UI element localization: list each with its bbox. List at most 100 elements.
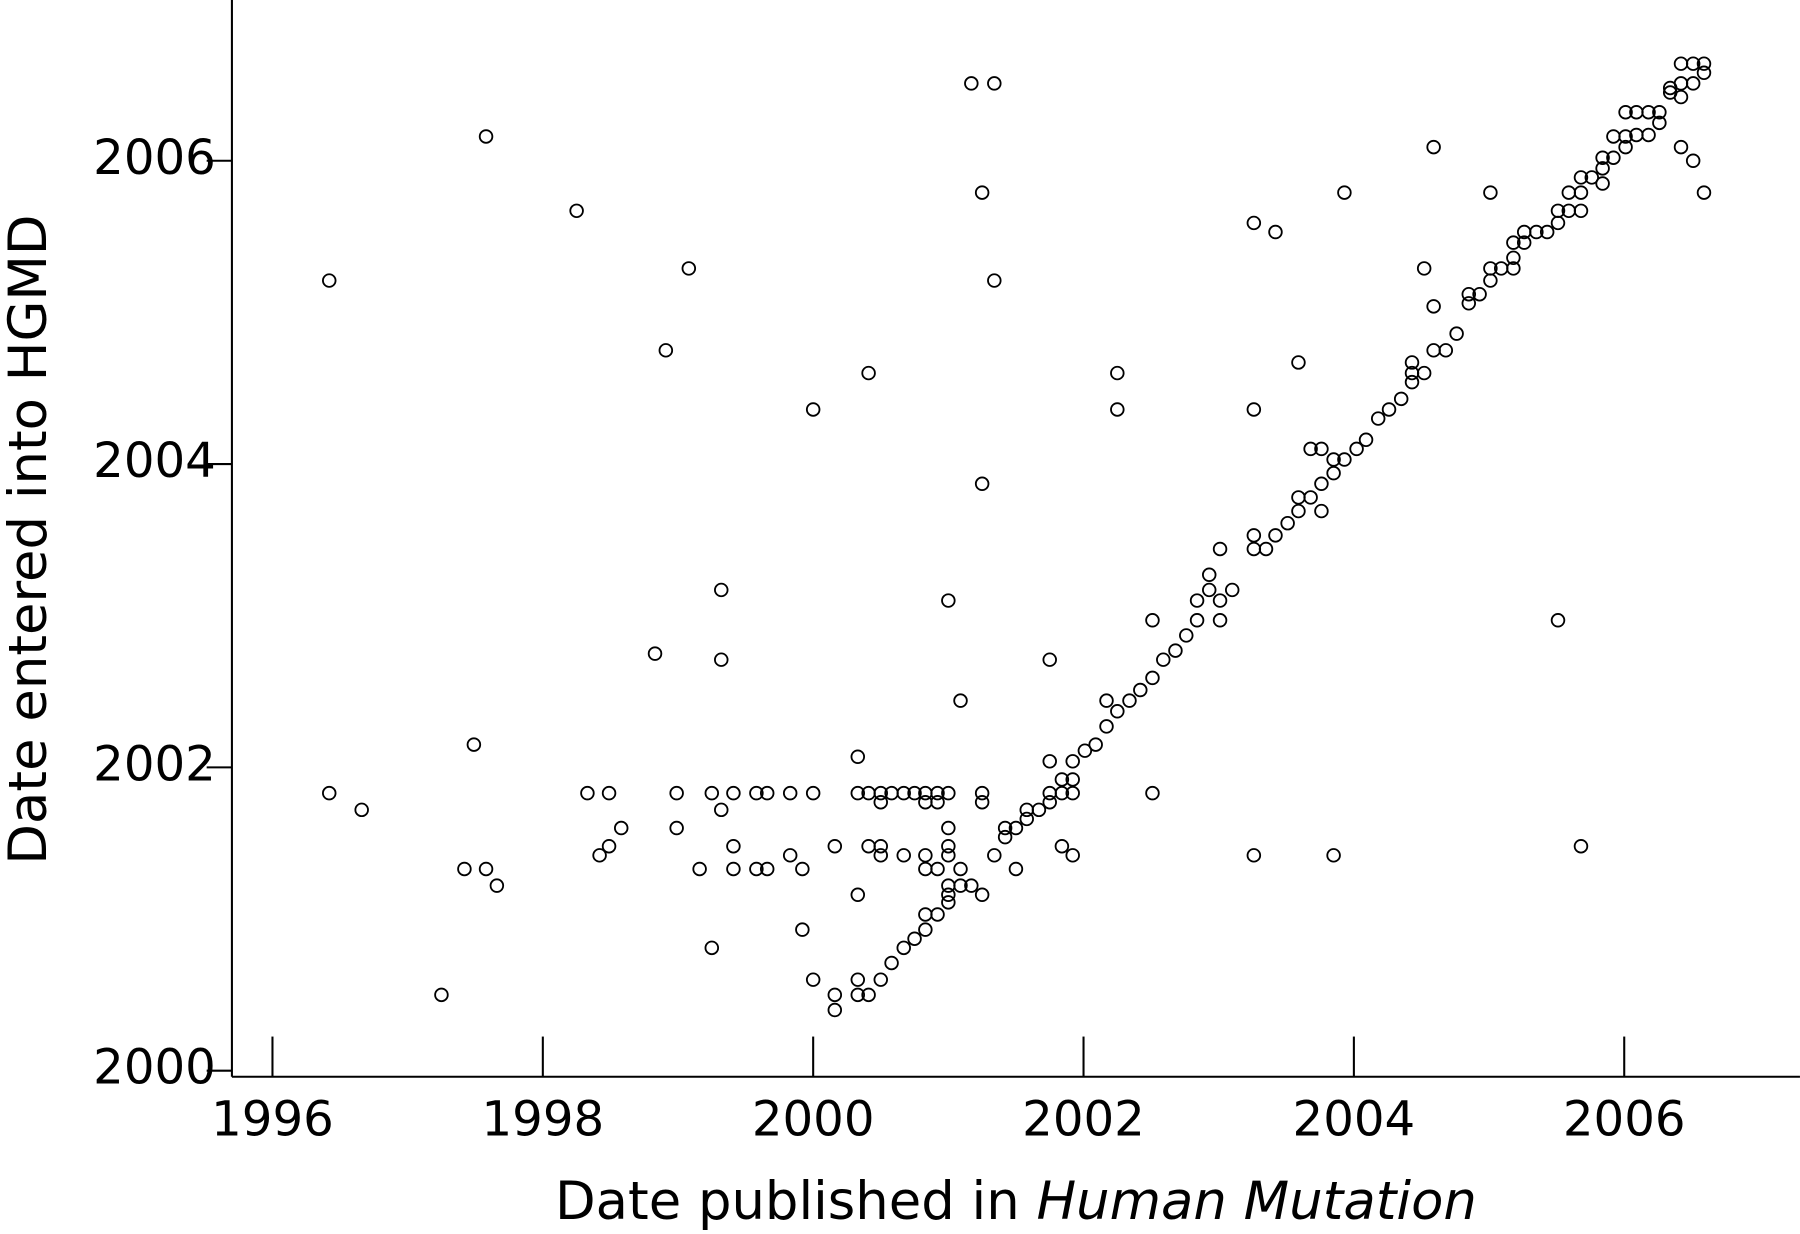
point [850,987,866,1003]
point [941,820,956,836]
point [726,838,741,854]
point [987,76,1002,91]
point [1426,299,1441,314]
point [704,940,720,956]
point [918,907,933,922]
point [953,878,968,893]
point [1606,150,1621,165]
point [592,848,607,863]
x-tick-label: 2002 [1022,1092,1145,1148]
point [1031,802,1047,818]
point [1246,528,1262,543]
point [873,972,888,987]
point [681,261,697,276]
point [1246,541,1262,557]
y-tick-label: 2000 [93,1040,216,1096]
point [1550,215,1566,231]
x-axis-title-emphasis: Human Mutation [1036,1171,1476,1232]
point [1246,848,1262,863]
point [827,987,843,1003]
point [1573,203,1589,219]
point [918,922,933,937]
point [1314,441,1329,457]
point [850,887,866,902]
point [1561,185,1577,200]
x-axis-title: Date published in Human Mutation [555,1171,1477,1232]
point [1506,250,1521,266]
x-tick-label: 1996 [211,1092,334,1148]
point [873,848,888,863]
point [941,895,956,910]
point [1019,811,1034,827]
point [850,785,866,801]
point [1652,115,1667,131]
x-tick-label: 2004 [1293,1092,1416,1148]
point [1054,785,1070,801]
point [1358,432,1374,448]
point [873,785,888,801]
y-axis-title: Date entered into HGMD [0,214,59,864]
point [1303,441,1318,457]
point [1268,224,1283,240]
point [805,972,821,987]
point [1438,343,1454,358]
point [964,878,979,893]
point [1483,185,1498,200]
point [1461,296,1477,311]
point [850,749,866,764]
point [1326,465,1341,481]
point [1652,104,1667,120]
point [1246,402,1262,417]
point [1224,582,1240,598]
point [714,582,729,598]
point [1280,515,1295,531]
point [658,343,674,358]
point [1618,139,1633,155]
point [1077,743,1093,758]
point [1268,528,1283,543]
point [1393,391,1409,407]
point [1145,670,1160,686]
point [850,972,866,987]
point [1337,185,1352,200]
point [1595,176,1610,191]
x-tick-label: 1998 [481,1092,604,1148]
point [466,737,482,752]
point [1506,261,1521,276]
point [704,785,720,801]
point [1110,704,1125,719]
point [1685,76,1701,91]
point [1641,127,1656,143]
point [1416,261,1432,276]
point [1472,286,1487,302]
point [1461,286,1477,302]
point [1349,441,1364,457]
point [896,940,911,956]
point [1673,76,1689,91]
point [1673,139,1689,155]
point [1550,613,1566,628]
point [1404,374,1420,390]
point [1618,104,1633,120]
point [918,848,933,863]
point [1054,772,1070,787]
point [1202,582,1217,598]
point [714,802,729,818]
point [861,987,876,1003]
point [1573,185,1589,200]
point [941,848,956,863]
point [1145,613,1160,628]
point [322,273,337,288]
point [1099,693,1114,708]
point [726,785,741,801]
point [827,1002,843,1018]
point [478,861,494,877]
point [478,129,494,144]
point [861,365,876,381]
point [1008,820,1024,836]
point [749,785,764,801]
point [1042,754,1057,769]
y-tick-label: 2006 [93,130,216,186]
point [1326,848,1341,863]
point [1099,719,1114,734]
